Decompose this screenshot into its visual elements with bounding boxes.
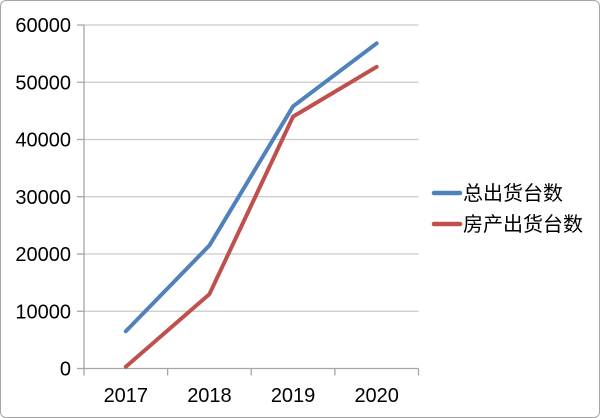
series-lines <box>123 41 379 369</box>
x-axis-ticks <box>83 368 420 376</box>
x-axis-labels: 2017 2018 2019 2020 <box>104 385 399 407</box>
x-tick-label: 2017 <box>104 385 149 407</box>
y-axis-ticks <box>77 24 84 370</box>
x-tick-label: 2020 <box>354 385 399 407</box>
x-tick-label: 2018 <box>187 385 232 407</box>
x-tick-label: 2019 <box>271 385 316 407</box>
gridlines <box>84 24 419 312</box>
series-line-1 <box>123 64 379 369</box>
y-tick-label: 40000 <box>15 130 71 152</box>
y-tick-label: 10000 <box>15 301 71 323</box>
y-tick-label: 20000 <box>15 244 71 266</box>
y-tick-label: 50000 <box>15 72 71 94</box>
y-tick-label: 0 <box>60 359 71 381</box>
series-line-0 <box>123 41 379 334</box>
y-tick-label: 60000 <box>15 15 71 37</box>
y-tick-label: 30000 <box>15 187 71 209</box>
legend-label-0: 总出货台数 <box>463 182 563 205</box>
legend-label-1: 房产出货台数 <box>463 213 583 236</box>
y-axis-labels: 0 10000 20000 30000 40000 50000 60000 <box>15 15 71 381</box>
